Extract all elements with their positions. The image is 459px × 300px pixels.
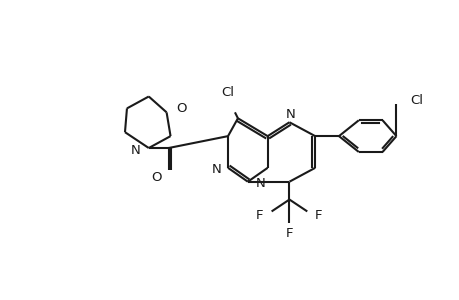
Text: F: F (314, 209, 322, 222)
Text: F: F (285, 227, 292, 240)
Text: O: O (176, 102, 187, 115)
Text: N: N (131, 143, 140, 157)
Text: F: F (256, 209, 263, 222)
Text: N: N (255, 177, 265, 190)
Text: N: N (285, 108, 295, 121)
Text: Cl: Cl (221, 86, 234, 99)
Text: Cl: Cl (409, 94, 422, 107)
Text: O: O (151, 171, 162, 184)
Text: N: N (211, 163, 221, 176)
